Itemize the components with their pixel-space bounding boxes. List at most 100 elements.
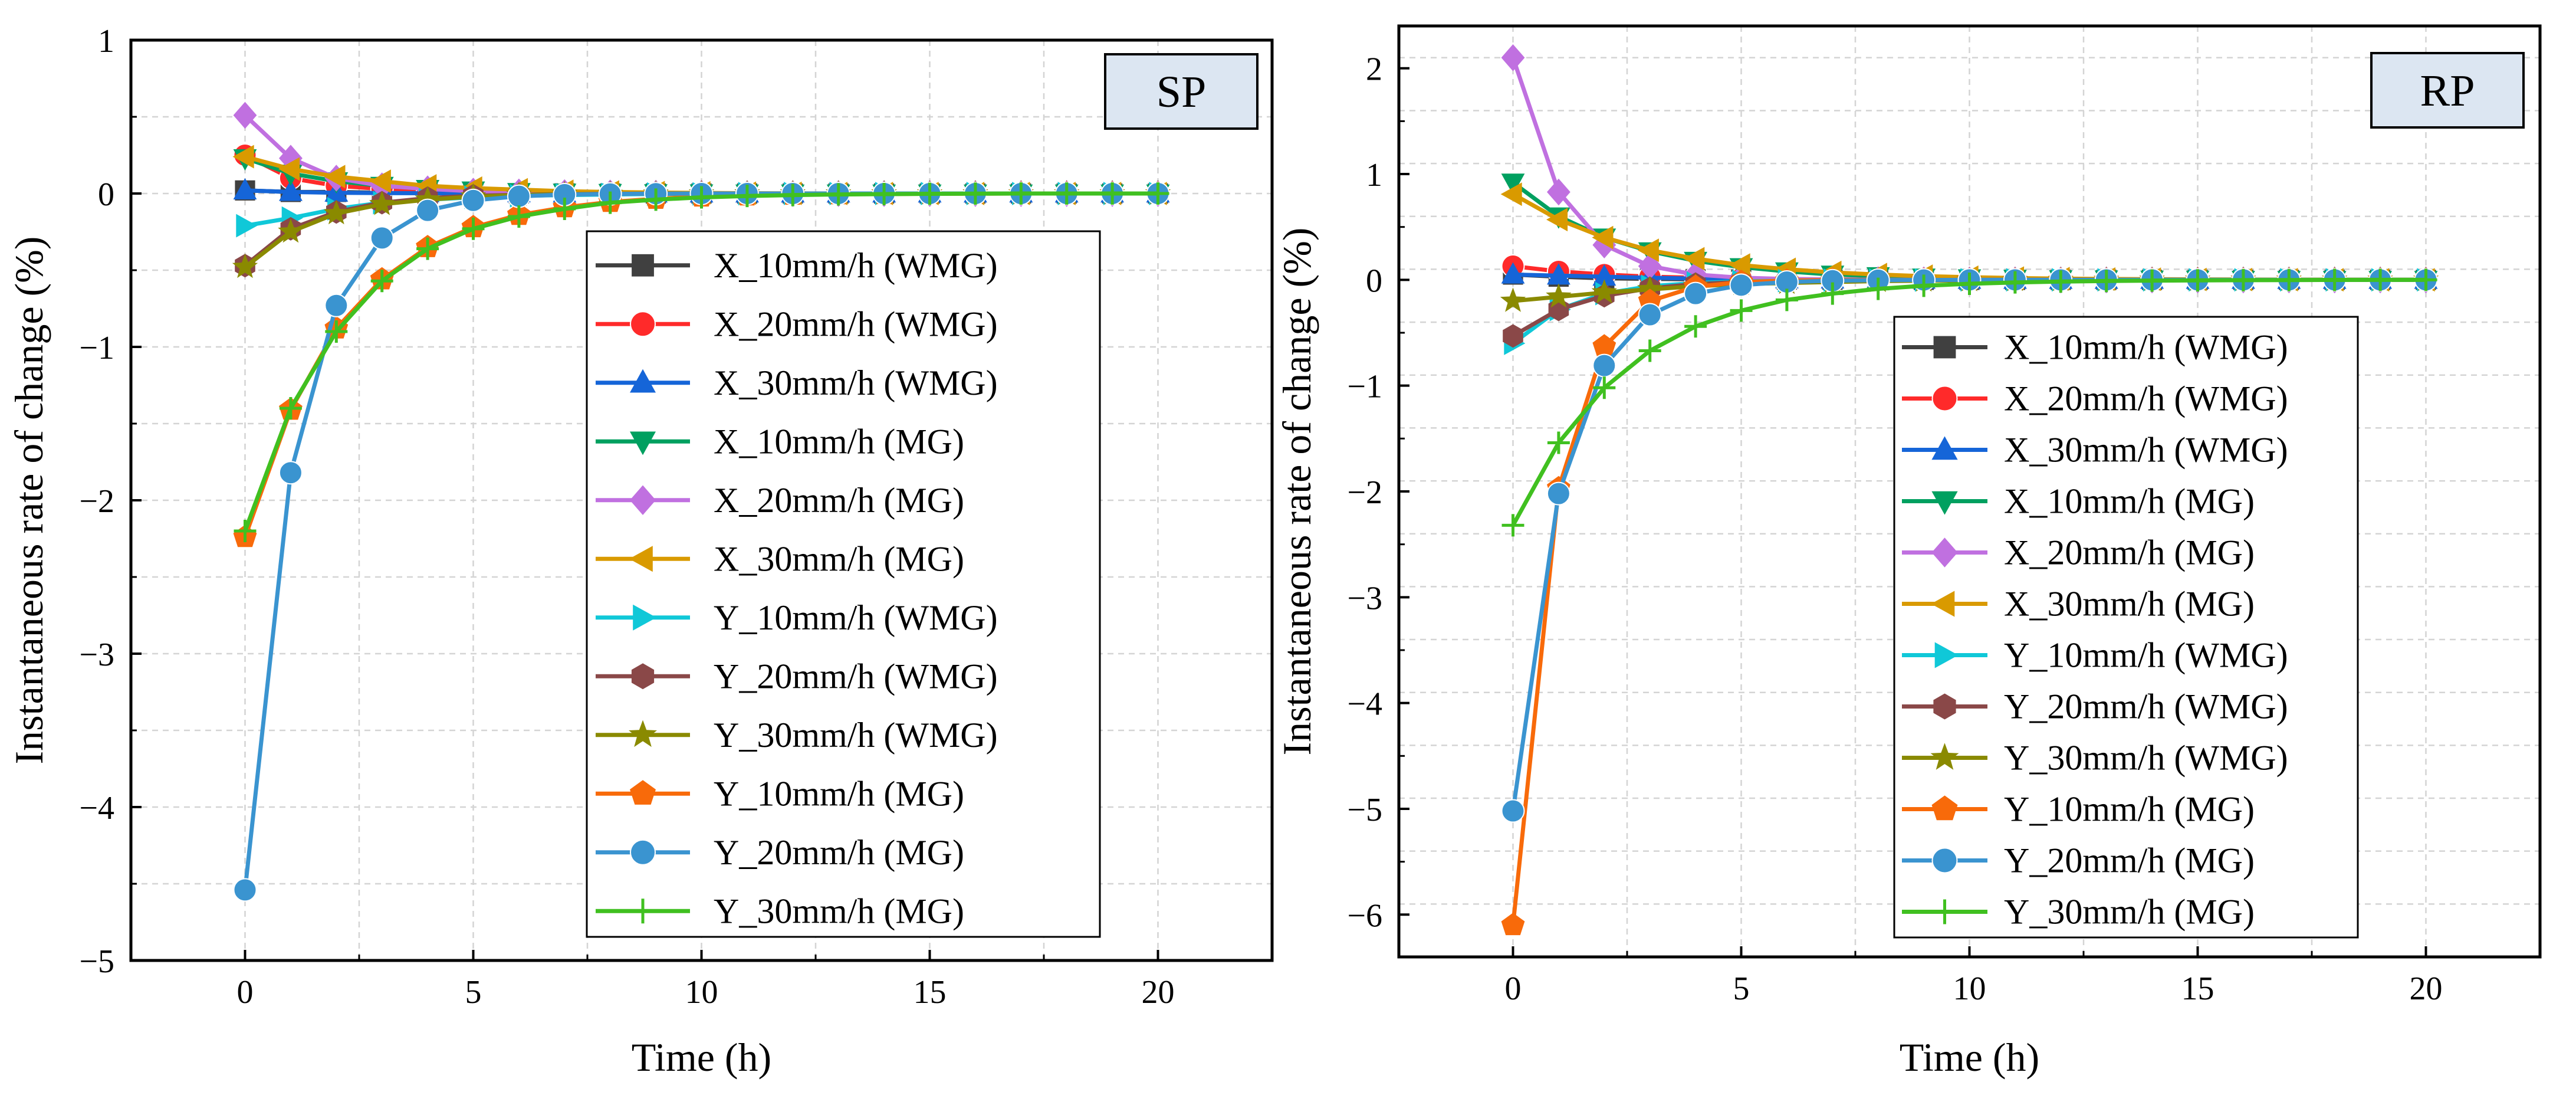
data-point: [1958, 272, 1981, 295]
data-point: [2141, 269, 2164, 292]
data-point: [1729, 253, 1750, 277]
data-point: [1010, 182, 1033, 205]
legend-label: Y_30mm/h (MG): [2004, 893, 2255, 932]
x-axis-title: Time (h): [1900, 1035, 2039, 1080]
legend-swatch-marker: [630, 431, 656, 455]
legend-swatch-marker: [632, 254, 654, 277]
legend-entry: X_10mm/h (WMG): [1902, 328, 2288, 367]
data-point: [1500, 182, 1522, 206]
data-point: [2003, 271, 2026, 294]
legend-swatch-marker: [1933, 336, 1956, 359]
data-point: [827, 183, 850, 206]
data-point: [1547, 263, 1570, 285]
data-point: [2278, 268, 2301, 291]
y-tick-label: −6: [1347, 897, 1382, 934]
y-tick-label: 2: [1366, 51, 1382, 88]
y-axis: −6 −5 −4 −3 −2 −1 0 1 2: [1347, 51, 1409, 934]
legend-entry: Y_20mm/h (MG): [596, 833, 964, 872]
legend-entry: X_20mm/h (WMG): [1902, 379, 2288, 418]
data-point: [1637, 276, 1663, 300]
data-point: [234, 520, 257, 542]
legend-swatch-marker: [633, 604, 657, 631]
data-point: [462, 217, 485, 240]
data-point: [1729, 273, 1753, 297]
data-point: [553, 198, 576, 220]
data-point: [1101, 182, 1124, 205]
legend-swatch-marker: [1931, 795, 1958, 821]
legend-entry: Y_30mm/h (MG): [1902, 893, 2255, 932]
data-point: [1730, 299, 1753, 322]
data-point: [279, 179, 303, 201]
legend-label: Y_10mm/h (MG): [2004, 790, 2255, 829]
legend-swatch-marker: [1931, 436, 1958, 460]
panel-badge: SP: [1104, 53, 1259, 130]
legend-label: X_30mm/h (WMG): [714, 363, 998, 402]
legend-label: Y_20mm/h (MG): [2004, 841, 2255, 880]
legend-label: Y_20mm/h (WMG): [2004, 687, 2288, 726]
legend-swatch-marker: [1931, 847, 1958, 874]
data-point: [236, 214, 258, 238]
data-point: [1146, 182, 1169, 205]
legend-entry: X_10mm/h (WMG): [596, 246, 998, 285]
data-point: [1592, 264, 1616, 286]
x-axis-title: Time (h): [632, 1035, 771, 1080]
x-tick-label: 15: [2181, 970, 2214, 1007]
data-point: [735, 185, 758, 208]
series-y-30mm-h-mg: [1501, 268, 2437, 537]
data-point: [415, 186, 441, 211]
legend-entry: Y_20mm/h (MG): [1902, 841, 2255, 880]
data-point: [1501, 44, 1525, 71]
x-tick-label: 20: [1142, 974, 1175, 1011]
data-point: [324, 165, 346, 189]
data-point: [232, 254, 258, 278]
data-point: [416, 237, 439, 260]
data-point: [1638, 303, 1662, 327]
data-point: [279, 397, 302, 419]
panel-badge-box: [1104, 53, 1259, 130]
legend-entry: X_30mm/h (WMG): [596, 363, 998, 402]
data-point: [1913, 274, 1936, 297]
data-point: [1501, 913, 1525, 936]
legend-entry: X_30mm/h (MG): [596, 539, 964, 578]
data-point: [2232, 268, 2255, 291]
data-point: [1503, 324, 1523, 348]
data-point: [1821, 282, 1844, 305]
legend-entry: Y_20mm/h (WMG): [596, 657, 998, 696]
legend-label: X_10mm/h (MG): [2004, 482, 2255, 521]
y-axis-title: Instantaneous rate of change (%): [1274, 228, 1319, 756]
legend-entry: Y_30mm/h (WMG): [596, 716, 998, 755]
legend: X_10mm/h (WMG) X_20mm/h (WMG) X_30mm/h (WM…: [586, 230, 1101, 938]
y-axis-title: Instantaneous rate of change (%): [6, 237, 51, 765]
data-point: [781, 183, 804, 206]
legend-entry: X_20mm/h (WMG): [596, 304, 998, 343]
x-tick-label: 0: [237, 974, 254, 1011]
legend-label: X_30mm/h (MG): [714, 539, 964, 578]
data-point: [1775, 288, 1798, 312]
data-point: [1593, 376, 1616, 399]
x-tick-label: 5: [465, 974, 482, 1011]
legend-label: Y_30mm/h (WMG): [714, 716, 998, 755]
data-point: [2095, 270, 2118, 293]
x-tick-label: 10: [1953, 970, 1986, 1007]
data-point: [1592, 334, 1616, 357]
legend: X_10mm/h (WMG) X_20mm/h (WMG) X_30mm/h (WM…: [1893, 316, 2359, 939]
legend-entry: Y_30mm/h (MG): [596, 891, 964, 930]
data-point: [369, 191, 395, 215]
legend-label: X_10mm/h (WMG): [714, 246, 998, 285]
legend-swatch-marker: [629, 720, 657, 747]
chart-panel-sp: 0 5 10 15 20 −5 −4 −3 −2 −1 0 1 Time (h) Instantaneou…: [6, 23, 1274, 1080]
y-tick-label: −5: [79, 943, 114, 980]
data-point: [918, 182, 941, 205]
data-point: [370, 226, 394, 250]
data-point: [1592, 353, 1616, 378]
y-tick-label: −4: [1347, 686, 1382, 723]
data-point: [233, 878, 257, 902]
data-point: [1501, 514, 1524, 537]
data-point: [323, 200, 349, 225]
legend-label: X_10mm/h (WMG): [2004, 328, 2288, 367]
y-tick-label: −1: [79, 330, 114, 366]
data-point: [1546, 481, 1570, 506]
data-point: [233, 178, 257, 199]
data-point: [1591, 279, 1617, 304]
